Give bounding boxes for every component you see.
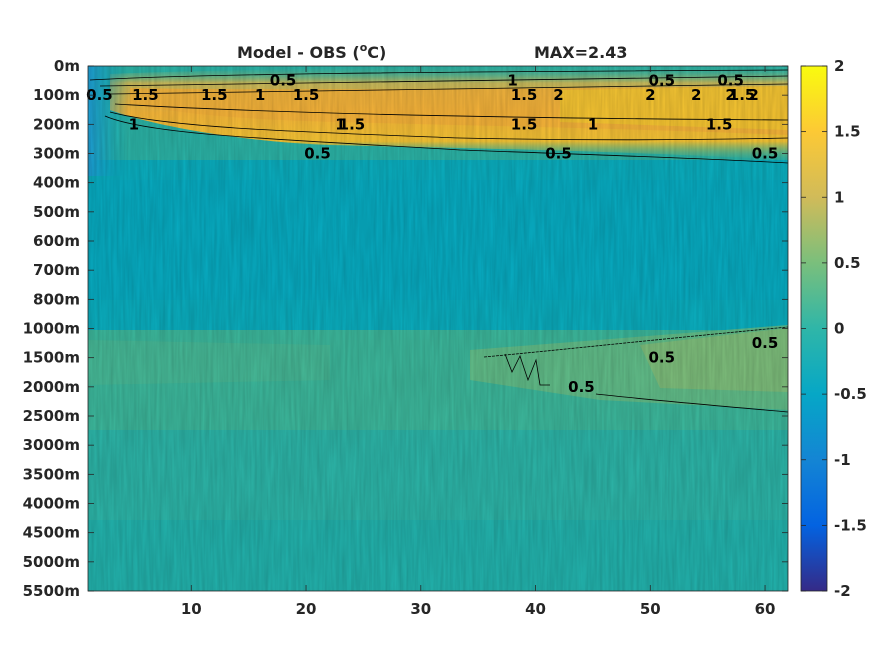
colorbar-tick-label: 0 xyxy=(834,320,844,338)
x-tick-label: 40 xyxy=(525,600,546,618)
contour-label: 0.5 xyxy=(717,72,744,90)
colorbar-tick-label: -1 xyxy=(834,451,851,469)
y-tick-label: 100m xyxy=(33,86,80,104)
contour-label: 0.5 xyxy=(648,72,675,90)
x-tick-label: 10 xyxy=(181,600,202,618)
colorbar-tick-label: -2 xyxy=(834,582,851,600)
y-tick-label: 1500m xyxy=(23,349,80,367)
contour-label: 1 xyxy=(588,115,598,133)
contour-label: 1.5 xyxy=(511,115,538,133)
max-annotation: MAX=2.43 xyxy=(534,43,628,62)
x-tick-label: 50 xyxy=(640,600,661,618)
contour-label: 2 xyxy=(748,86,758,104)
y-tick-label: 300m xyxy=(33,145,80,163)
contour-label: 1.5 xyxy=(293,86,320,104)
contour-label: 1.5 xyxy=(132,86,159,104)
y-tick-label: 3500m xyxy=(23,465,80,483)
x-tick-label: 30 xyxy=(410,600,431,618)
contour-label: 1 xyxy=(129,115,139,133)
contour-1.5-upper xyxy=(109,83,788,95)
contour-label: 2 xyxy=(553,86,563,104)
colorbar-tick-label: 2 xyxy=(834,57,844,75)
contour-label: 0.5 xyxy=(304,145,331,163)
contour-label: 1.5 xyxy=(706,115,733,133)
y-tick-label: 2000m xyxy=(23,378,80,396)
contour-lines xyxy=(89,69,788,413)
y-tick-label: 0m xyxy=(54,57,80,75)
contour-label: 1.5 xyxy=(511,86,538,104)
contour-1-lower xyxy=(109,111,788,141)
colorbar-tick-label: 1.5 xyxy=(834,123,861,141)
contour-0.5-deep-lower xyxy=(504,353,788,413)
y-tick-label: 400m xyxy=(33,174,80,192)
contour-label: 1 xyxy=(507,72,517,90)
colorbar-tick-label: -0.5 xyxy=(834,385,867,403)
contour-0.5-deep-upper xyxy=(483,326,788,358)
contour-label: 1 xyxy=(335,115,345,133)
contour-label: 1.5 xyxy=(729,86,756,104)
colorbar-tick-label: -1.5 xyxy=(834,516,867,534)
colorbar-tick-label: 1 xyxy=(834,188,844,206)
y-tick-label: 2500m xyxy=(23,407,80,425)
heatmap-field xyxy=(88,66,788,591)
contour-label: 2 xyxy=(645,86,655,104)
chart-title: Model - OBS (oC) xyxy=(237,41,386,62)
contour-label: 0.5 xyxy=(752,334,779,352)
y-tick-label: 5500m xyxy=(23,582,80,600)
y-axis: 0m 100m 200m 300m 400m 500m 600m 700m 800m 1000m 1… xyxy=(23,57,788,600)
y-tick-label: 3000m xyxy=(23,436,80,454)
y-tick-label: 600m xyxy=(33,232,80,250)
contour-label: 0.5 xyxy=(270,72,297,90)
x-tick-label: 60 xyxy=(755,600,776,618)
contour-label: 0.5 xyxy=(752,145,779,163)
x-tick-label: 20 xyxy=(296,600,317,618)
y-tick-label: 4500m xyxy=(23,524,80,542)
contour-label: 2 xyxy=(691,86,701,104)
contour-1.5-lower xyxy=(114,103,788,121)
colorbar-tick-label: 0.5 xyxy=(834,254,861,272)
y-tick-label: 4000m xyxy=(23,495,80,513)
contour-label: 1.5 xyxy=(201,86,228,104)
y-tick-label: 5000m xyxy=(23,553,80,571)
contour-0.5-upper xyxy=(89,69,788,81)
y-tick-label: 800m xyxy=(33,290,80,308)
y-tick-label: 1000m xyxy=(23,320,80,338)
contour-labels: 0.51 1.51.5 1.51 1.510.511.5 21.5 10.50.5 0.52… xyxy=(86,72,778,396)
colorbar: 2 1.5 1 0.5 0 -0.5 -1 -1.5 -2 xyxy=(800,57,867,600)
contour-label: 0.5 xyxy=(568,378,595,396)
x-axis: 10 20 30 40 50 60 xyxy=(181,66,776,618)
contour-0.5-lower xyxy=(104,115,788,164)
contour-label: 0.5 xyxy=(545,145,572,163)
contour-label: 1.5 xyxy=(339,115,366,133)
y-tick-label: 500m xyxy=(33,203,80,221)
y-tick-label: 200m xyxy=(33,115,80,133)
contour-label: 2 xyxy=(725,86,735,104)
contour-label: 0.5 xyxy=(648,349,675,367)
y-tick-label: 700m xyxy=(33,261,80,279)
contour-label: 1 xyxy=(255,86,265,104)
contour-label: 0.5 xyxy=(86,86,113,104)
